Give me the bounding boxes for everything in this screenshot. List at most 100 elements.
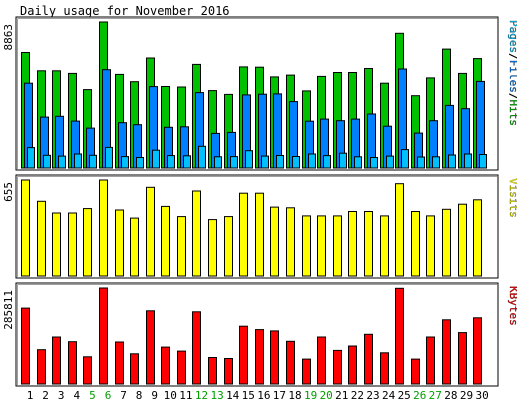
x-tick-label: 29	[460, 389, 473, 402]
bar-kbytes	[255, 329, 264, 385]
bar-pages	[136, 157, 144, 169]
panel-label-part: /	[507, 93, 517, 100]
bar-visits	[411, 211, 420, 277]
series-visits	[21, 179, 482, 277]
bar-kbytes	[224, 358, 233, 385]
x-tick-label: 1	[27, 389, 34, 402]
bar-kbytes	[442, 319, 451, 385]
bar-kbytes	[130, 353, 139, 385]
bar-pages	[308, 153, 316, 169]
bar-kbytes	[192, 311, 201, 385]
panel-label-part: Hits	[507, 100, 517, 127]
max-value-label: 655	[2, 182, 15, 202]
bar-visits	[395, 183, 404, 277]
bar-pages	[386, 155, 394, 169]
bar-pages	[105, 146, 113, 169]
bar-pages	[89, 154, 97, 169]
bar-visits	[52, 212, 61, 277]
series-files	[24, 68, 485, 169]
x-tick-label: 7	[120, 389, 127, 402]
x-tick-label: 14	[226, 389, 240, 402]
bar-pages	[432, 156, 440, 169]
x-tick-label: 21	[335, 389, 348, 402]
bar-visits	[115, 209, 124, 277]
bar-kbytes	[146, 310, 155, 385]
x-tick-label: 23	[366, 389, 379, 402]
bar-visits	[333, 215, 342, 277]
x-tick-label: 9	[151, 389, 158, 402]
panel-kbytes: 285811 KBytes	[2, 282, 517, 387]
x-tick-label: 24	[382, 389, 396, 402]
bar-pages	[261, 155, 269, 169]
x-tick-label: 17	[273, 389, 286, 402]
bar-visits	[348, 211, 357, 277]
bar-kbytes	[426, 336, 435, 385]
bar-visits	[192, 190, 201, 277]
bar-pages	[417, 156, 425, 169]
panel-label-part: Visits	[507, 178, 517, 218]
bar-visits	[255, 192, 264, 277]
bar-pages	[479, 154, 487, 169]
bar-pages	[464, 153, 472, 169]
bar-visits	[99, 179, 108, 277]
bar-visits	[224, 216, 233, 277]
bar-visits	[473, 199, 482, 277]
x-tick-label: 22	[351, 389, 364, 402]
max-value-label: 8863	[2, 24, 15, 51]
bar-kbytes	[458, 332, 467, 385]
x-tick-label: 28	[444, 389, 457, 402]
bar-pages	[401, 149, 409, 169]
bar-visits	[380, 215, 389, 277]
bar-pages	[230, 156, 238, 169]
panel-label-part: KBytes	[507, 286, 517, 326]
bar-visits	[317, 215, 326, 277]
bar-pages	[370, 157, 378, 169]
bar-pages	[339, 152, 347, 169]
x-tick-label: 13	[210, 389, 223, 402]
bar-visits	[239, 192, 248, 277]
bar-visits	[68, 212, 77, 277]
x-tick-label: 12	[195, 389, 208, 402]
bar-kbytes	[21, 307, 30, 385]
bar-visits	[161, 205, 170, 277]
x-tick-label: 8	[136, 389, 143, 402]
bar-pages	[276, 155, 284, 169]
panel-label-part: /	[507, 53, 517, 60]
bar-visits	[302, 215, 311, 277]
panel-label: Visits	[507, 178, 517, 218]
bar-kbytes	[348, 345, 357, 385]
bar-kbytes	[37, 349, 46, 385]
bar-pages	[27, 147, 35, 169]
bar-visits	[208, 219, 217, 277]
bar-visits	[270, 206, 279, 277]
x-tick-label: 26	[413, 389, 426, 402]
bar-visits	[286, 207, 295, 277]
bar-visits	[426, 215, 435, 277]
x-tick-label: 19	[304, 389, 317, 402]
bar-kbytes	[239, 325, 248, 385]
bar-pages	[323, 155, 331, 169]
bar-kbytes	[395, 287, 404, 385]
bar-visits	[442, 208, 451, 277]
bar-visits	[146, 186, 155, 277]
bar-kbytes	[83, 356, 92, 385]
bar-pages	[448, 154, 456, 169]
bar-kbytes	[302, 358, 311, 385]
bar-pages	[121, 156, 129, 169]
bar-visits	[83, 208, 92, 277]
bar-pages	[183, 155, 191, 169]
max-value-label: 285811	[2, 290, 15, 330]
bar-kbytes	[68, 341, 77, 385]
chart-title: Daily usage for November 2016	[20, 4, 230, 18]
bar-kbytes	[270, 330, 279, 385]
bar-kbytes	[208, 357, 217, 385]
series-kbytes	[21, 287, 482, 385]
bar-pages	[214, 156, 222, 169]
bar-kbytes	[380, 352, 389, 385]
bar-visits	[177, 216, 186, 277]
bar-kbytes	[333, 349, 342, 385]
